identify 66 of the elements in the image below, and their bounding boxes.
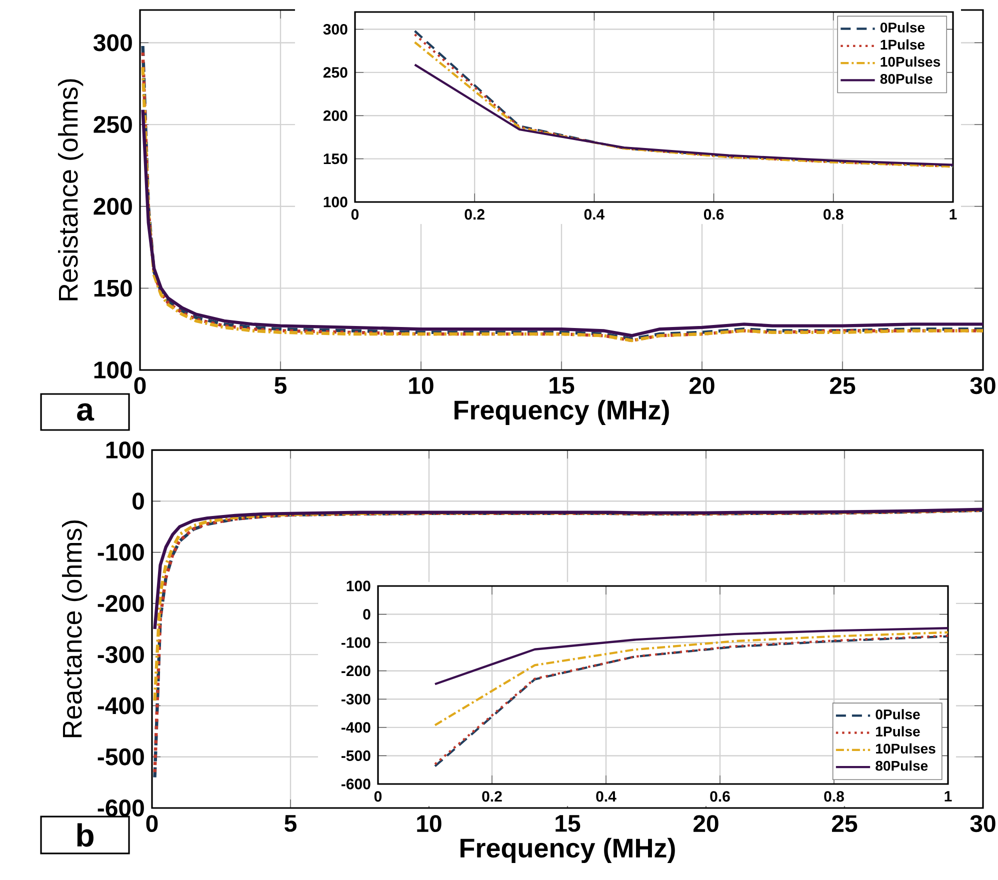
y-tick-label: -100	[98, 544, 144, 561]
y-tick-label: 100	[346, 580, 370, 592]
x-tick-label: 20	[690, 377, 714, 394]
x-tick-label: 0.2	[482, 791, 502, 802]
x-axis-title: Frequency (MHz)	[454, 400, 669, 426]
text: a	[77, 403, 94, 421]
y-tick-label: -600	[342, 778, 370, 790]
x-tick-label: 0.4	[584, 209, 605, 220]
x-tick-label: 0	[146, 815, 158, 832]
y-tick-label: -200	[342, 666, 370, 676]
y-tick-label: 150	[324, 154, 348, 164]
x-tick-label: 0	[374, 791, 382, 802]
x-tick-label: 0.2	[464, 209, 484, 220]
legend-label: 10Pulses	[880, 56, 940, 67]
y-axis-title: Reactance (ohms)	[62, 520, 88, 738]
x-tick-label: 5	[284, 815, 296, 832]
x-tick-label: 1	[950, 209, 957, 220]
legend-label: 0Pulse	[880, 22, 925, 32]
y-tick-label: 300	[323, 24, 348, 35]
y-tick-label: 200	[323, 110, 348, 121]
x-axis-title: Frequency (MHz)	[460, 838, 675, 864]
x-tick-label: 10	[409, 377, 434, 394]
y-tick-label: 200	[94, 198, 132, 215]
legend-label: 80Pulse	[876, 760, 928, 771]
y-tick-label: 250	[94, 116, 132, 134]
x-tick-label: 0.4	[596, 791, 616, 802]
y-tick-label: 300	[93, 34, 132, 52]
y-tick-label: -200	[98, 594, 144, 612]
line-series	[434, 631, 950, 726]
y-tick-label: -600	[98, 800, 144, 816]
legend-label: 1Pulse	[876, 726, 920, 736]
y-tick-label: -500	[98, 748, 144, 766]
y-tick-label: 100	[106, 442, 144, 458]
x-tick-label: 5	[274, 377, 286, 394]
legend-label: 0Pulse	[876, 709, 920, 720]
y-tick-label: 150	[94, 280, 132, 297]
y-tick-label: -400	[98, 697, 144, 714]
y-tick-label: -100	[342, 637, 370, 648]
x-tick-label: 30	[970, 815, 996, 832]
legend-label: 10Pulses	[876, 743, 936, 754]
x-tick-label: 0.6	[710, 791, 730, 802]
y-tick-label: 250	[323, 67, 348, 78]
y-tick-label: 100	[94, 362, 132, 378]
x-tick-label: 1	[944, 791, 952, 802]
legend-label: 1Pulse	[880, 39, 925, 50]
y-axis-title: Resistance (ohms)	[58, 79, 84, 300]
line-series	[434, 627, 950, 686]
y-tick-label: 100	[324, 196, 348, 208]
x-tick-label: 25	[832, 815, 858, 832]
legend-label: 80Pulse	[880, 74, 932, 84]
x-tick-label: 10	[417, 815, 442, 832]
x-tick-label: 15	[556, 815, 580, 832]
x-tick-label: 0.6	[704, 209, 724, 220]
y-tick-label: -300	[98, 646, 144, 664]
y-tick-label: -400	[342, 722, 370, 733]
y-tick-label: 0	[363, 608, 370, 620]
y-tick-label: 0	[132, 492, 144, 510]
y-tick-label: -500	[342, 750, 370, 762]
x-tick-label: 0.8	[824, 791, 844, 802]
text: b	[77, 823, 94, 847]
x-tick-label: 20	[694, 815, 718, 832]
x-tick-label: 0.8	[824, 209, 844, 220]
x-tick-label: 15	[550, 377, 574, 394]
x-tick-label: 30	[970, 377, 996, 394]
y-tick-label: -300	[342, 694, 370, 704]
x-tick-label: 25	[830, 377, 856, 394]
